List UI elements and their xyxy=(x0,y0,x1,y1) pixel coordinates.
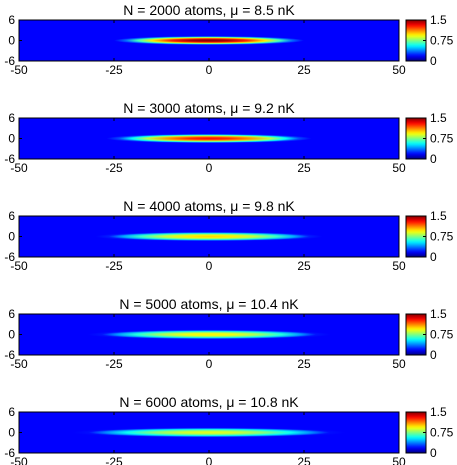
x-tick-label: 0 xyxy=(206,455,213,465)
x-tick-label: 50 xyxy=(392,161,406,175)
x-tick-label: 50 xyxy=(392,259,406,273)
y-tick-label: 6 xyxy=(8,111,15,125)
y-tick-label: -6 xyxy=(4,446,15,460)
x-tick-label: 0 xyxy=(206,357,213,371)
x-tick-label: 0 xyxy=(206,63,213,77)
x-tick-label: 25 xyxy=(297,259,311,273)
x-tick-label: -25 xyxy=(105,161,123,175)
x-tick-label: 25 xyxy=(297,357,311,371)
panel-title: N = 5000 atoms, μ = 10.4 nK xyxy=(119,296,299,312)
colorbar-tick-label: 0 xyxy=(430,446,437,460)
y-tick-label: 6 xyxy=(8,307,15,321)
y-tick-label: 0 xyxy=(8,426,15,440)
colorbar-tick-label: 0 xyxy=(430,152,437,166)
atom-cloud xyxy=(114,36,304,45)
y-tick-label: 6 xyxy=(8,209,15,223)
x-tick-label: 25 xyxy=(297,63,311,77)
y-tick-label: -6 xyxy=(4,250,15,264)
x-tick-label: 0 xyxy=(206,259,213,273)
x-tick-label: -50 xyxy=(10,161,28,175)
x-tick-label: -25 xyxy=(105,455,123,465)
x-tick-label: -50 xyxy=(10,63,28,77)
x-tick-label: 50 xyxy=(392,357,406,371)
x-tick-label: -25 xyxy=(105,63,123,77)
panel-title: N = 3000 atoms, μ = 9.2 nK xyxy=(123,100,295,116)
panel-title: N = 2000 atoms, μ = 8.5 nK xyxy=(123,2,295,18)
colorbar: 1.5 0.75 0 xyxy=(405,405,454,460)
x-tick-label: 0 xyxy=(206,161,213,175)
colorbar: 1.5 0.75 0 xyxy=(405,13,454,68)
panel-title: N = 6000 atoms, μ = 10.8 nK xyxy=(119,394,299,410)
panel-title: N = 4000 atoms, μ = 9.8 nK xyxy=(123,198,295,214)
x-tick-label: 50 xyxy=(392,455,406,465)
colorbar-tick-label: 1.5 xyxy=(430,13,447,27)
y-tick-label: 0 xyxy=(8,328,15,342)
colorbar-tick-label: 0.75 xyxy=(430,230,454,244)
heatmap-panel-2: N = 3000 atoms, μ = 9.2 nK -50 -25 0 25 50 6 0 -… xyxy=(4,100,453,175)
colorbar-tick-label: 1.5 xyxy=(430,307,447,321)
colorbar-tick-label: 0 xyxy=(430,54,437,68)
colorbar-tick-label: 0.75 xyxy=(430,132,454,146)
colorbar-tick-label: 0 xyxy=(430,250,437,264)
x-tick-label: 25 xyxy=(297,455,311,465)
heatmap-panel-4: N = 5000 atoms, μ = 10.4 nK -50 -25 0 25 50 6 0… xyxy=(4,296,453,371)
heatmap-panel-3: N = 4000 atoms, μ = 9.8 nK -50 -25 0 25 50 6 0 -… xyxy=(4,198,453,273)
x-tick-label: -25 xyxy=(105,357,123,371)
colorbar: 1.5 0.75 0 xyxy=(405,307,454,362)
y-tick-label: -6 xyxy=(4,348,15,362)
atom-cloud xyxy=(106,133,312,144)
colorbar: 1.5 0.75 0 xyxy=(405,111,454,166)
x-tick-label: -50 xyxy=(10,455,28,465)
colorbar-tick-label: 1.5 xyxy=(430,111,447,125)
heatmap-panel-1: N = 2000 atoms, μ = 8.5 nK -50 -25 0 25 50 6 0 -… xyxy=(4,2,453,77)
atom-cloud xyxy=(72,427,346,438)
x-tick-label: -50 xyxy=(10,259,28,273)
y-tick-label: 6 xyxy=(8,405,15,419)
colorbar-tick-label: 0.75 xyxy=(430,426,454,440)
y-tick-label: -6 xyxy=(4,152,15,166)
x-tick-label: 50 xyxy=(392,63,406,77)
colorbar-tick-label: 0.75 xyxy=(430,34,454,48)
y-tick-label: 0 xyxy=(8,230,15,244)
x-tick-label: 25 xyxy=(297,161,311,175)
colorbar: 1.5 0.75 0 xyxy=(405,209,454,264)
y-tick-label: 6 xyxy=(8,13,15,27)
atom-cloud xyxy=(95,231,323,242)
y-tick-label: -6 xyxy=(4,54,15,68)
x-tick-label: -50 xyxy=(10,357,28,371)
x-tick-label: -25 xyxy=(105,259,123,273)
y-tick-label: 0 xyxy=(8,132,15,146)
atom-cloud xyxy=(87,329,331,340)
y-tick-label: 0 xyxy=(8,34,15,48)
colorbar-tick-label: 1.5 xyxy=(430,405,447,419)
colorbar-tick-label: 0.75 xyxy=(430,328,454,342)
colorbar-tick-label: 0 xyxy=(430,348,437,362)
heatmap-panel-5: N = 6000 atoms, μ = 10.8 nK -50 -25 0 25 50 6 0… xyxy=(4,394,453,465)
colorbar-tick-label: 1.5 xyxy=(430,209,447,223)
